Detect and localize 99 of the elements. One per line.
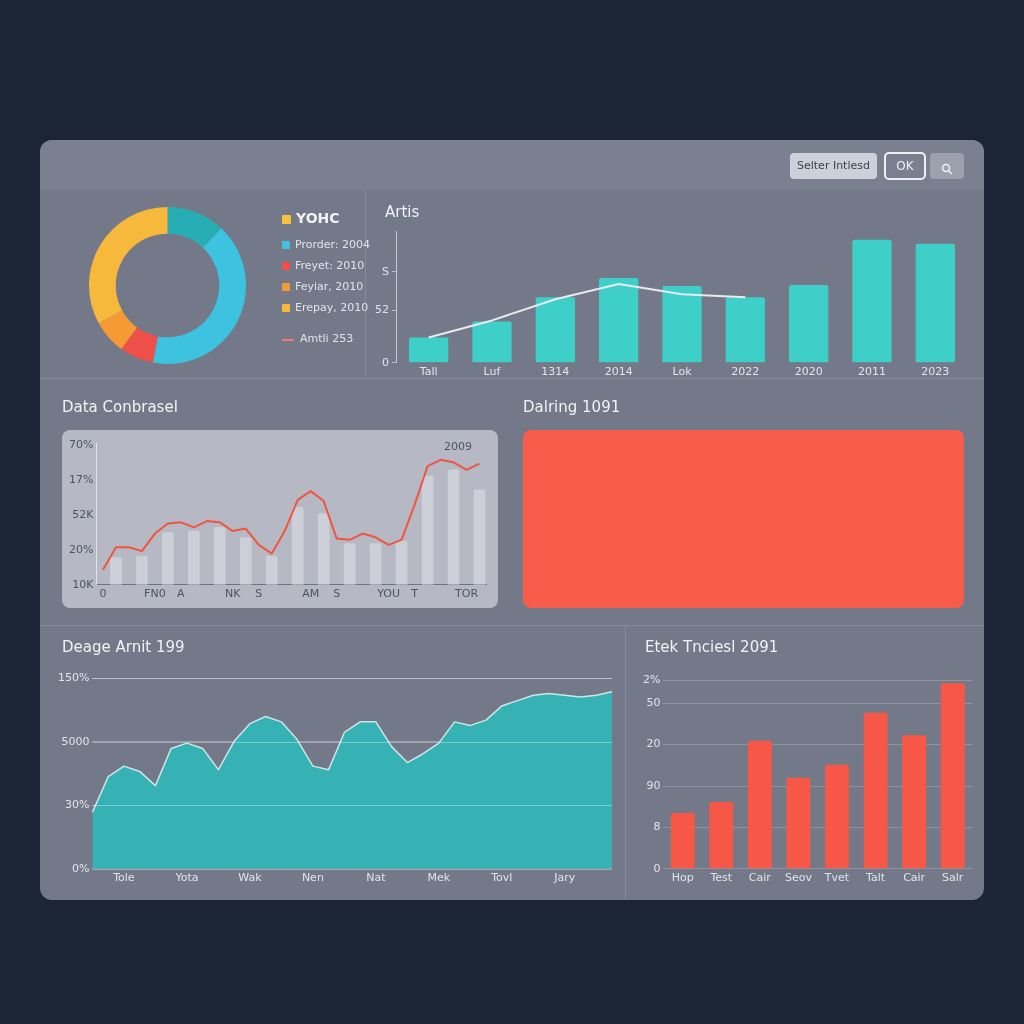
x-tick-label: S: [333, 587, 341, 601]
bar: [709, 801, 734, 869]
bar: [395, 540, 408, 585]
chart-title: Artis: [385, 203, 420, 221]
text: 30%: [64, 798, 90, 812]
x-tick-label: Nat: [366, 871, 387, 885]
legend-title: YOHC: [296, 210, 340, 226]
x-tick-label: FN0: [144, 587, 166, 601]
bar: [409, 337, 449, 363]
x-tick-label: 2020: [794, 365, 823, 379]
bar: [852, 239, 892, 363]
bar: [265, 555, 278, 585]
bar: [343, 543, 356, 585]
x-tick-label: TOR: [454, 587, 479, 601]
x-tick-label: YOU: [376, 587, 401, 601]
bar: [447, 469, 460, 585]
x-tick-label: AM: [302, 587, 320, 601]
chart-title: Data Conbrasel: [62, 398, 178, 416]
x-tick-label: Cair: [903, 871, 926, 885]
bar: [535, 297, 575, 363]
x-tick-label: A: [177, 587, 186, 601]
x-tick-label: 1314: [541, 365, 570, 379]
x-tick-label: Yota: [174, 871, 199, 885]
bar: [162, 531, 174, 585]
x-tick-label: Mek: [427, 871, 451, 885]
legend-label: Freyet: 2010: [295, 259, 365, 272]
bar: [825, 764, 849, 869]
x-tick-label: Test: [709, 871, 733, 885]
bar: [599, 278, 639, 363]
text: 2%: [643, 673, 661, 687]
x-tick-label: Luf: [483, 365, 502, 379]
x-tick-label: 2014: [604, 365, 633, 379]
x-tick-label: 0: [99, 587, 107, 601]
x-tick-label: Wak: [238, 871, 263, 885]
text: 0%: [71, 861, 90, 875]
text: Selter Intlesd: [790, 153, 877, 179]
bar: [902, 735, 927, 869]
bar: [136, 555, 148, 585]
bar: [725, 297, 765, 363]
x-tick-label: Tvet: [823, 871, 850, 885]
chart-title: Deage Arnit 199: [62, 638, 185, 656]
bar: [291, 507, 304, 585]
x-tick-label: Tovl: [490, 871, 513, 885]
x-tick-label: T: [410, 587, 419, 601]
text: 5000: [61, 734, 90, 748]
bar: [747, 740, 772, 869]
bar: [915, 243, 955, 363]
text: 10K: [72, 577, 95, 591]
legend-label: Erepay, 2010: [295, 301, 369, 314]
x-tick-label: 2023: [921, 365, 950, 379]
bar: [421, 475, 434, 585]
bar: [472, 321, 512, 363]
y-tick-label: 52: [375, 303, 389, 317]
text: 90: [646, 778, 661, 792]
legend-label: Prorder: 2004: [295, 238, 371, 251]
x-tick-label: Cair: [748, 871, 772, 885]
x-tick-label: Talt: [865, 871, 886, 885]
bar: [786, 777, 811, 869]
x-tick-label: Seov: [784, 871, 813, 885]
text: 0: [653, 861, 661, 875]
bar: [670, 813, 695, 869]
bar: [188, 530, 200, 585]
x-tick-label: Lok: [672, 365, 693, 379]
bar: [239, 536, 252, 585]
text: 70%: [69, 437, 94, 451]
text: 2009: [444, 440, 472, 453]
x-tick-label: Jary: [553, 871, 576, 885]
bar: [940, 683, 965, 869]
text: 150%: [57, 671, 90, 685]
bar: [473, 489, 486, 585]
text: OK: [884, 152, 926, 180]
text: 52K: [72, 507, 95, 521]
text: 50: [646, 695, 661, 709]
x-tick-label: S: [255, 587, 263, 601]
y-tick-label: 0: [382, 355, 389, 369]
x-tick-label: Hop: [671, 871, 694, 885]
bar: [213, 526, 226, 585]
x-tick-label: 2022: [731, 365, 760, 379]
x-tick-label: Nen: [301, 871, 324, 885]
text: Amtli 253: [300, 332, 354, 345]
bar: [110, 556, 122, 585]
x-tick-label: Tole: [112, 871, 135, 885]
text: 20: [646, 737, 661, 751]
text: 8: [653, 820, 661, 834]
text: Dalring 1091: [523, 398, 621, 416]
x-tick-label: 2011: [858, 365, 886, 379]
x-tick-label: NK: [225, 587, 242, 601]
chart-title: Etek Tnciesl 2091: [645, 638, 779, 656]
bar: [317, 513, 330, 585]
bar: [369, 543, 382, 585]
text: 20%: [69, 542, 94, 556]
bar: [789, 285, 829, 363]
bar: [863, 712, 888, 869]
legend-label: Feyiar, 2010: [295, 280, 364, 293]
x-tick-label: Salr: [942, 871, 964, 885]
bar: [662, 286, 702, 363]
y-tick-label: S: [382, 264, 390, 278]
x-tick-label: Tall: [418, 365, 438, 379]
text: 17%: [69, 472, 94, 486]
